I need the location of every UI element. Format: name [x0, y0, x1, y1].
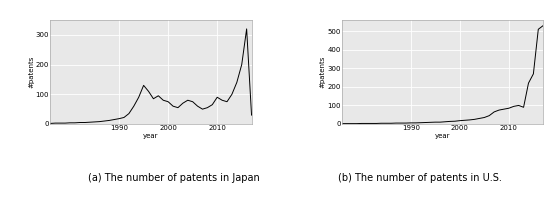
X-axis label: year: year — [435, 133, 450, 139]
Text: (a) The number of patents in Japan: (a) The number of patents in Japan — [88, 173, 259, 183]
Text: (a) The number of patents in Japan: (a) The number of patents in Japan — [0, 199, 1, 200]
X-axis label: year: year — [143, 133, 158, 139]
Text: (b) The number of patents in U.S.: (b) The number of patents in U.S. — [338, 173, 502, 183]
Y-axis label: #patents: #patents — [320, 56, 326, 88]
Text: (b) The number of patents in U.S.: (b) The number of patents in U.S. — [0, 199, 1, 200]
Y-axis label: #patents: #patents — [28, 56, 34, 88]
